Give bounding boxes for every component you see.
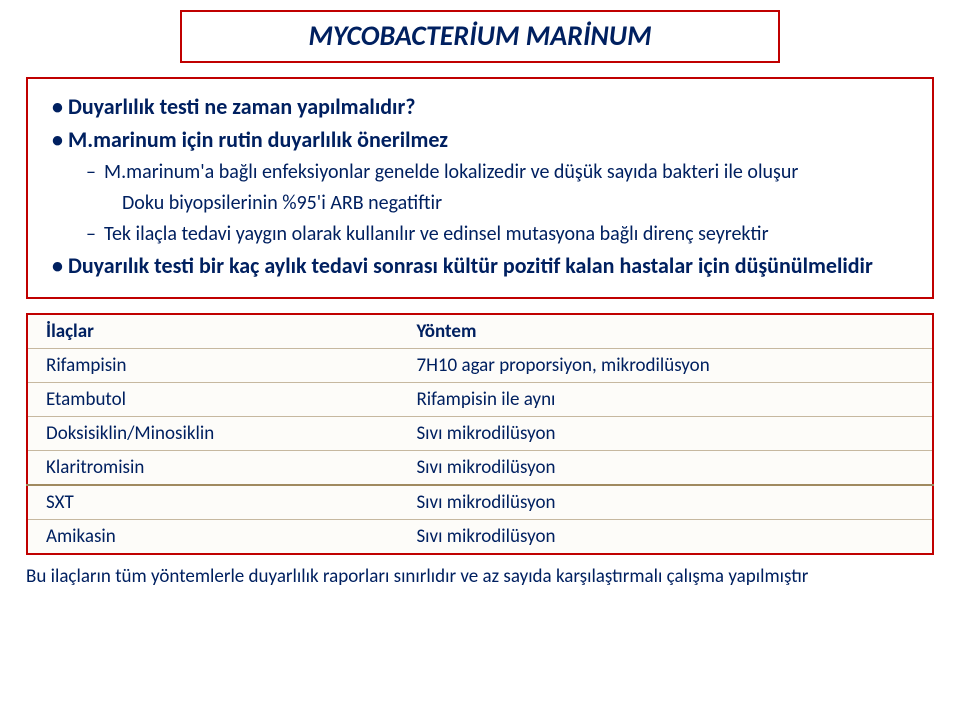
footer-note: Bu ilaçların tüm yöntemlerle duyarlılık … (26, 565, 934, 589)
table-header-cell: Yöntem (398, 314, 933, 349)
table-cell: Sıvı mikrodilüsyon (398, 485, 933, 520)
table-row: Doksisiklin/Minosiklin Sıvı mikrodilüsyo… (27, 417, 933, 451)
table-cell: Rifampisin ile aynı (398, 383, 933, 417)
table-cell: Klaritromisin (27, 451, 398, 486)
table-header-cell: İlaçlar (27, 314, 398, 349)
table-cell: Etambutol (27, 383, 398, 417)
content-box: Duyarlılık testi ne zaman yapılmalıdır? … (26, 77, 934, 299)
bullet-item: M.marinum için rutin duyarlılık önerilme… (52, 126, 916, 153)
bullet-item: Duyarlılık testi ne zaman yapılmalıdır? (52, 93, 916, 120)
page-title: MYCOBACTERİUM MARİNUM (182, 18, 778, 53)
table-cell: 7H10 agar proporsiyon, mikrodilüsyon (398, 349, 933, 383)
table-cell: Rifampisin (27, 349, 398, 383)
table-cell: Doksisiklin/Minosiklin (27, 417, 398, 451)
table-cell: SXT (27, 485, 398, 520)
table-row: Amikasin Sıvı mikrodilüsyon (27, 520, 933, 555)
bullet-sub-item: M.marinum'a bağlı enfeksiyonlar genelde … (86, 159, 916, 186)
table-header-row: İlaçlar Yöntem (27, 314, 933, 349)
table-row: Rifampisin 7H10 agar proporsiyon, mikrod… (27, 349, 933, 383)
table-cell: Sıvı mikrodilüsyon (398, 417, 933, 451)
drugs-table: İlaçlar Yöntem Rifampisin 7H10 agar prop… (26, 313, 934, 555)
table-row: SXT Sıvı mikrodilüsyon (27, 485, 933, 520)
title-container: MYCOBACTERİUM MARİNUM (180, 10, 780, 63)
table-cell: Sıvı mikrodilüsyon (398, 520, 933, 555)
bullet-sub-item: Tek ilaçla tedavi yaygın olarak kullanıl… (86, 221, 916, 248)
bullet-item: Duyarılık testi bir kaç aylık tedavi son… (52, 252, 916, 279)
table-cell: Sıvı mikrodilüsyon (398, 451, 933, 486)
table-row: Klaritromisin Sıvı mikrodilüsyon (27, 451, 933, 486)
bullet-sub-sub-item: Doku biyopsilerinin %95'i ARB negatiftir (122, 190, 916, 217)
table-cell: Amikasin (27, 520, 398, 555)
table-row: Etambutol Rifampisin ile aynı (27, 383, 933, 417)
